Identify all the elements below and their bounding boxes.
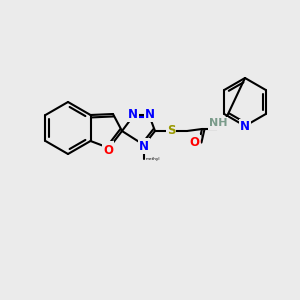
Text: N: N xyxy=(145,107,155,121)
Text: N: N xyxy=(139,140,149,152)
Text: NH: NH xyxy=(209,118,227,128)
Text: NH: NH xyxy=(209,119,227,129)
Text: N: N xyxy=(145,107,155,121)
Text: S: S xyxy=(167,124,175,137)
Text: N: N xyxy=(128,107,138,121)
Text: O: O xyxy=(189,136,199,148)
Text: S: S xyxy=(167,124,175,137)
Text: N: N xyxy=(128,107,138,121)
Text: N: N xyxy=(139,140,149,152)
Text: O: O xyxy=(103,143,113,157)
Text: O: O xyxy=(190,136,200,149)
Text: methyl: methyl xyxy=(146,157,160,161)
Text: N: N xyxy=(240,121,250,134)
Text: O: O xyxy=(103,142,113,155)
